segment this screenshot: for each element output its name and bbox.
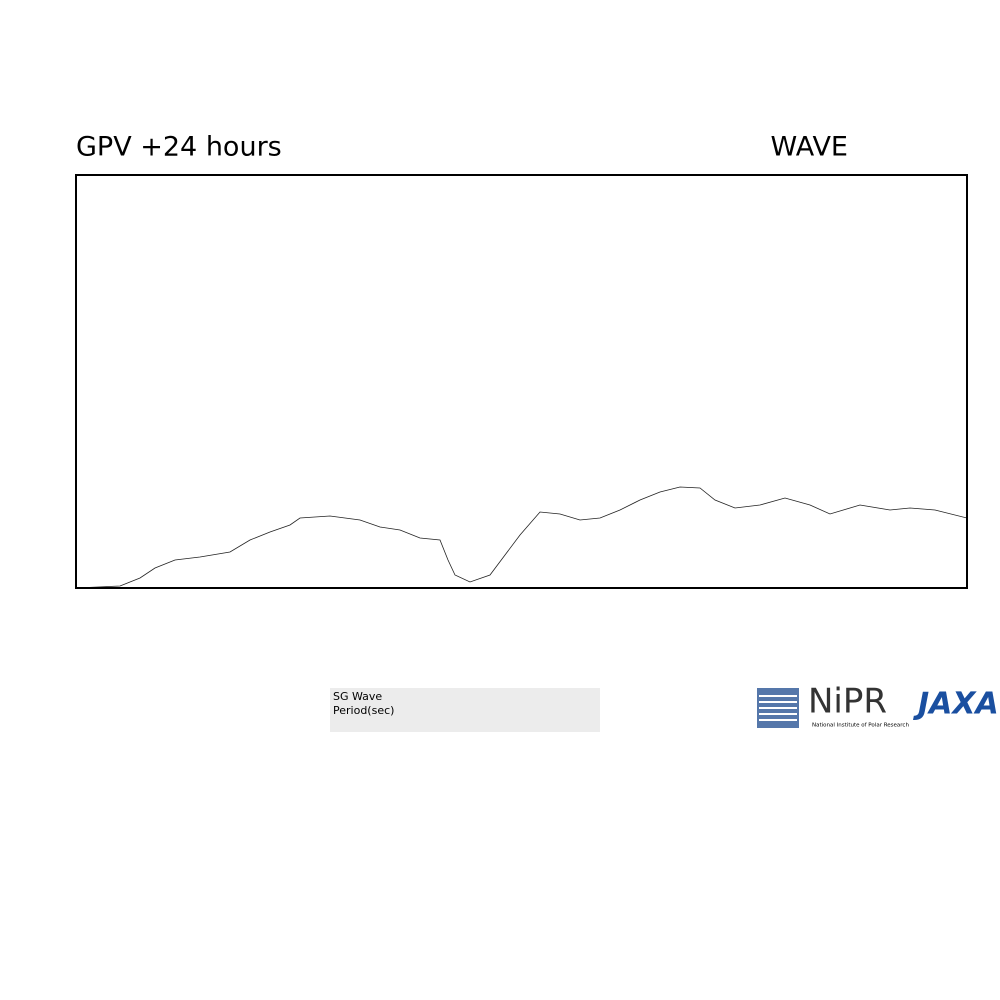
nipr-logo: NiPR National Institute of Polar Researc… <box>757 682 909 729</box>
map-frame <box>75 174 968 589</box>
colorbar-title: Period(sec) <box>333 704 394 717</box>
nipr-text: NiPR <box>808 682 887 722</box>
antarctic-coastline <box>75 486 968 589</box>
colorbar-title: SG Wave <box>333 690 382 703</box>
nipr-emblem-stripes <box>759 695 797 721</box>
nipr-subtext: National Institute of Polar Research <box>812 723 909 729</box>
title-left: GPV +24 hours <box>76 132 282 163</box>
colorbar-background <box>330 688 600 732</box>
title-right: WAVE <box>771 132 849 163</box>
jaxa-logo: JAXA <box>913 687 999 722</box>
